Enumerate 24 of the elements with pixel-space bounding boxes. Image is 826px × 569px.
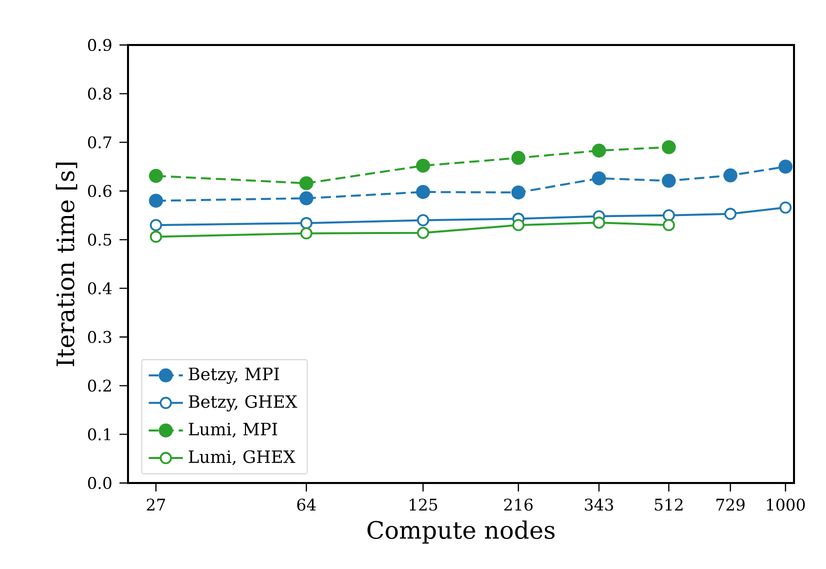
x-tick-label: 729: [716, 498, 745, 511]
y-tick-label: 0.7: [88, 136, 112, 148]
x-tick-label: 27: [146, 498, 165, 510]
y-tick-label: 0.2: [88, 380, 111, 392]
x-tick-label: 216: [504, 498, 533, 511]
x-tick-label: 343: [584, 498, 614, 511]
y-tick-label: 0.0: [88, 476, 112, 490]
y-tick-label: 0.9: [88, 38, 112, 52]
y-tick-label: 0.8: [88, 88, 112, 100]
y-tick-label: 0.5: [88, 234, 112, 246]
y-tick-label: 0.4: [88, 282, 112, 294]
legend-label: Betzy, MPI: [188, 368, 279, 384]
x-tick-label: 512: [654, 498, 682, 511]
x-axis-title: Compute nodes: [368, 520, 555, 544]
y-tick-label: 0.6: [88, 184, 112, 198]
legend-label: Lumi, GHEX: [188, 450, 296, 466]
legend-label: Betzy, GHEX: [188, 395, 298, 412]
y-axis-title: Iteration time [s]: [56, 162, 78, 366]
y-tick-label: 0.1: [88, 428, 110, 440]
x-tick-label: 125: [410, 498, 438, 511]
x-tick-label: 1000: [767, 498, 805, 511]
x-tick-label: 64: [297, 498, 316, 511]
y-tick-label: 0.3: [88, 330, 112, 344]
legend-label: Lumi, MPI: [188, 422, 278, 438]
